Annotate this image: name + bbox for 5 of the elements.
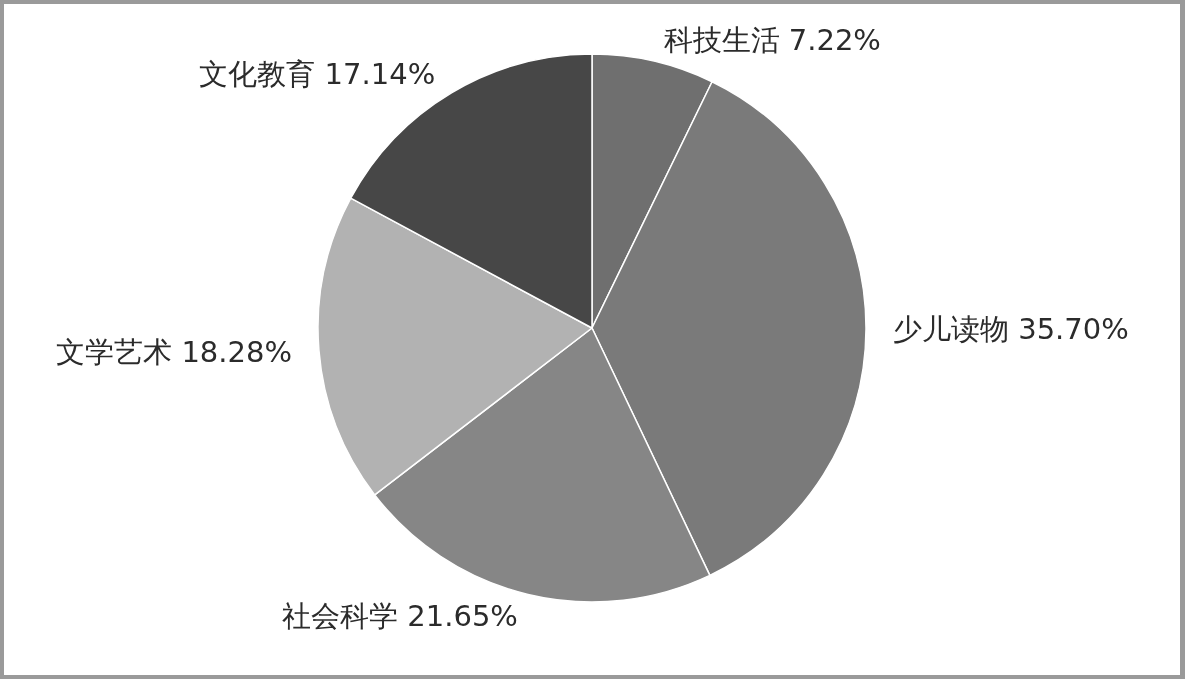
slice-label: 社会科学 21.65% (282, 598, 518, 633)
slice-label: 少儿读物 35.70% (893, 312, 1129, 347)
slice-label: 文学艺术 18.28% (56, 334, 292, 369)
slice-label: 科技生活 7.22% (663, 22, 881, 57)
slice-label: 文化教育 17.14% (199, 56, 436, 91)
